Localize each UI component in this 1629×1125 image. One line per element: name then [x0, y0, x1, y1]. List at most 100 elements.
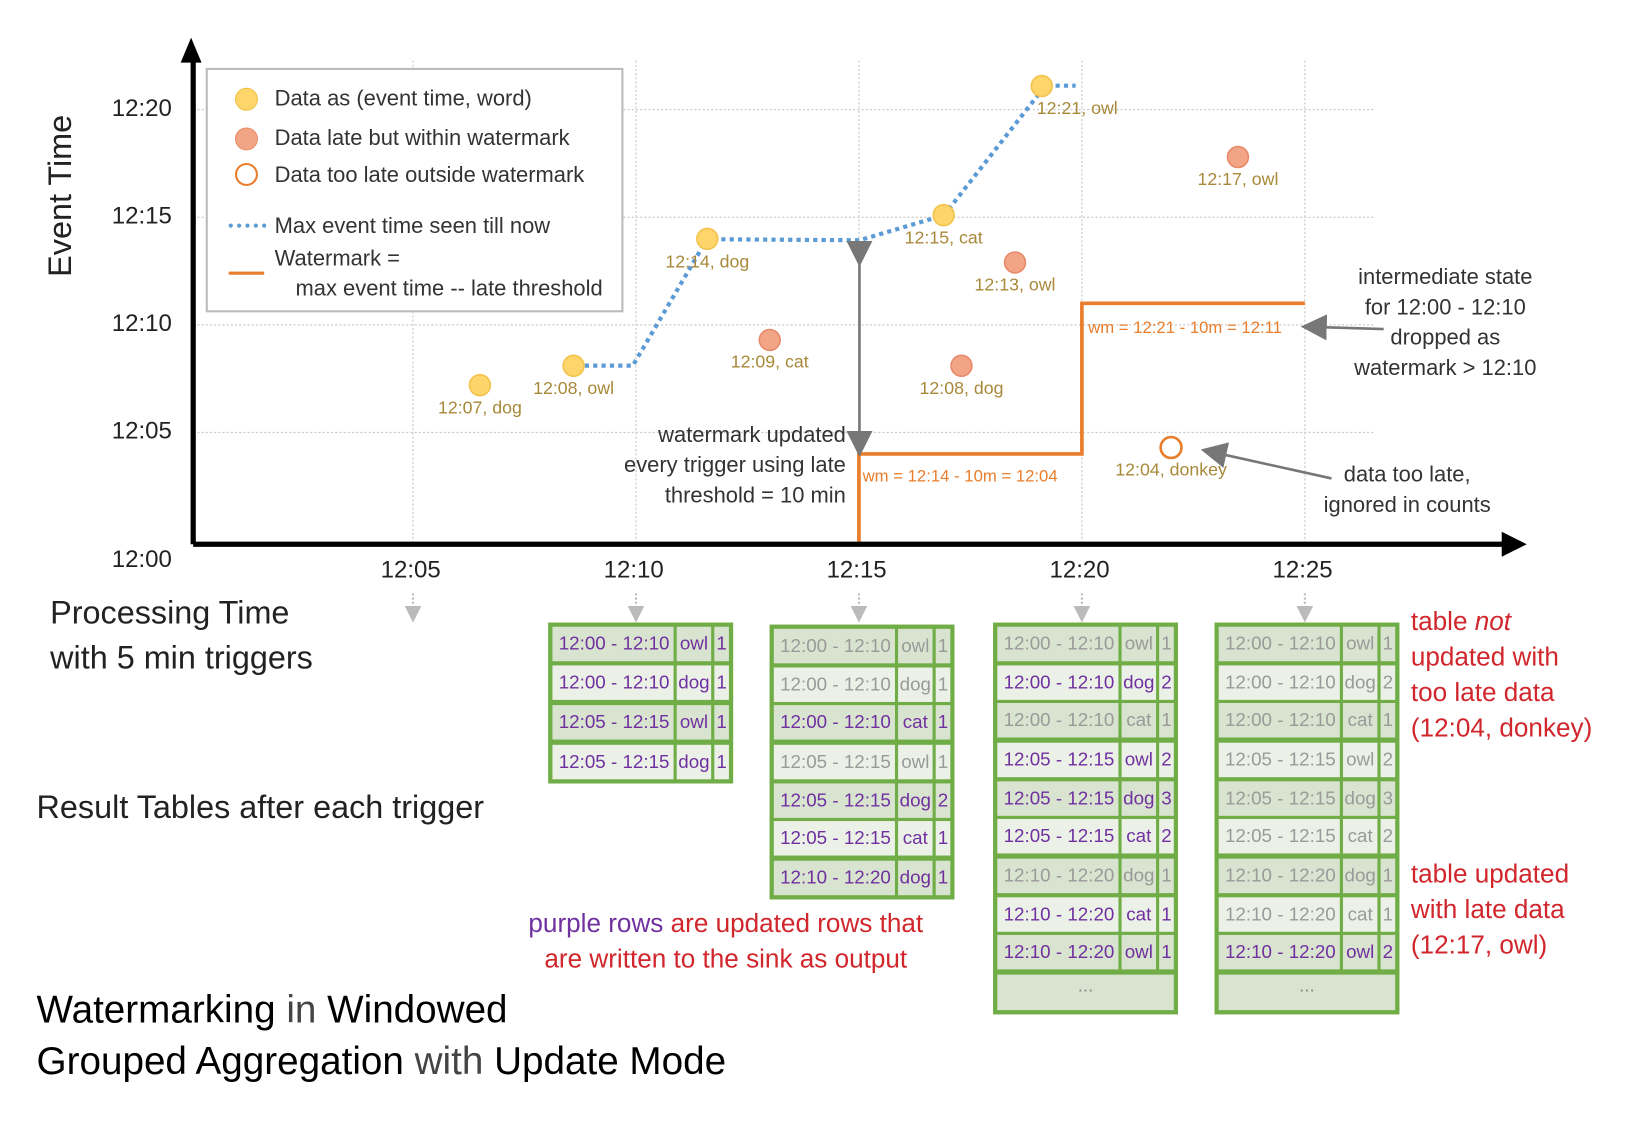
note-line: intermediate state	[1358, 265, 1533, 290]
table-row: 12:00 - 12:10 cat 1	[1218, 703, 1396, 738]
legend-watermark-formula: max event time -- late threshold	[295, 276, 603, 301]
word-cell: cat	[898, 705, 933, 740]
data-point-label: 12:13, owl	[974, 274, 1056, 295]
note-text: (12:17, owl)	[1410, 930, 1548, 960]
y-tick-label: 12:00	[111, 545, 172, 573]
word-cell: dog	[1342, 780, 1378, 816]
on_time-data-point	[1030, 74, 1053, 98]
window-cell: 12:00 - 12:10	[997, 703, 1119, 738]
x-tick-label: 12:10	[603, 555, 664, 583]
window-cell: 12:10 - 12:20	[997, 896, 1119, 932]
too-late-note: data too late, ignored in counts	[1305, 460, 1509, 521]
count-cell: 1	[1380, 858, 1396, 894]
note-emphasis: not	[1474, 606, 1512, 637]
y-tick-label: 12:20	[111, 94, 172, 122]
word-cell: owl	[1342, 934, 1378, 970]
updated-table-row: 12:10 - 12:20 cat 1	[997, 896, 1174, 932]
table-row: 12:05 - 12:15 cat 2	[1218, 818, 1396, 854]
count-cell: 3	[1159, 780, 1174, 816]
table-row: 12:10 - 12:20 dog 1	[997, 858, 1174, 894]
table-row: 12:10 - 12:20 cat 1	[1218, 896, 1396, 932]
x-label-line: with 5 min triggers	[50, 639, 313, 676]
note-line: dropped as	[1390, 325, 1501, 350]
updated-table-row: 12:05 - 12:15 cat 1	[773, 821, 951, 856]
word-cell: cat	[1121, 703, 1157, 738]
title-part: Watermarking	[36, 988, 276, 1032]
note-text: updated with	[1410, 642, 1559, 672]
title-part: Update Mode	[494, 1039, 727, 1083]
updated-table-row: 12:05 - 12:15 dog 2	[773, 782, 951, 818]
not-updated-note: table not updated with too late data (12…	[1411, 604, 1592, 746]
table-row: 12:00 - 12:10 owl 1	[997, 626, 1174, 662]
data-point-label: 12:07, dog	[437, 397, 522, 418]
on_time-data-point	[562, 354, 585, 377]
title-part: with	[403, 1039, 495, 1083]
note-line: watermark > 12:10	[1354, 356, 1537, 381]
table-row: 12:10 - 12:20 dog 1	[1218, 858, 1396, 894]
table-row: 12:00 - 12:10 owl 1	[1218, 626, 1396, 662]
note-line: for 12:00 - 12:10	[1364, 295, 1526, 320]
count-cell: 1	[714, 664, 729, 700]
word-cell: dog	[1121, 780, 1157, 816]
legend-on-time: Data as (event time, word)	[274, 86, 532, 111]
note-text: are updated rows that	[663, 908, 924, 939]
updated-table-row: 12:05 - 12:15 cat 2	[997, 818, 1174, 854]
window-cell: 12:05 - 12:15	[773, 782, 895, 818]
count-cell: 1	[714, 704, 729, 740]
watermark-label-1: wm = 12:14 - 10m = 12:04	[862, 467, 1058, 486]
updated-table-row: 12:05 - 12:15 dog 3	[997, 780, 1174, 816]
word-cell: cat	[1342, 896, 1378, 932]
max-event-time-line	[584, 83, 1076, 368]
word-cell: dog	[898, 666, 933, 702]
more-rows-indicator: ...	[1218, 974, 1396, 1011]
window-cell: 12:00 - 12:10	[1218, 703, 1340, 738]
x-tick-label: 12:20	[1049, 555, 1110, 583]
count-cell: 2	[1380, 742, 1396, 778]
note-line: threshold = 10 min	[664, 483, 846, 508]
note-text: are written to the sink as output	[544, 944, 908, 974]
window-cell: 12:00 - 12:10	[773, 628, 895, 664]
table-row: 12:00 - 12:10 cat 1	[997, 703, 1174, 738]
table-row: 12:00 - 12:10 dog 2	[1218, 664, 1396, 700]
purple-rows-text: purple rows	[528, 908, 664, 939]
count-cell: 2	[1159, 818, 1174, 854]
result-table-1215: 12:00 - 12:10 owl 1 12:00 - 12:10 dog 1 12:00 …	[769, 624, 955, 900]
window-cell: 12:10 - 12:20	[1218, 934, 1340, 970]
count-cell: 2	[1159, 742, 1174, 778]
data-point-label: 12:08, owl	[533, 378, 615, 399]
legend-watermark: Watermark =	[274, 246, 400, 271]
page-title: Watermarking in Windowed Grouped Aggrega…	[37, 984, 727, 1086]
late-dot-icon	[234, 127, 258, 151]
note-line: every trigger using late	[624, 453, 846, 478]
updated-late-note: table updated with late data (12:17, owl…	[1411, 857, 1569, 964]
window-cell: 12:05 - 12:15	[1218, 818, 1340, 854]
window-cell: 12:05 - 12:15	[552, 744, 674, 779]
note-line: data too late,	[1343, 462, 1471, 487]
word-cell: dog	[1121, 664, 1157, 700]
window-cell: 12:00 - 12:10	[552, 664, 674, 700]
purple-rows-note: purple rows are updated rows that are wr…	[491, 906, 961, 977]
word-cell: cat	[1342, 703, 1378, 738]
data-point-label: 12:08, dog	[919, 378, 1004, 399]
count-cell: 1	[935, 860, 951, 896]
late-data-point	[950, 354, 973, 377]
word-cell: owl	[676, 704, 712, 740]
count-cell: 1	[714, 744, 729, 779]
updated-table-row: 12:00 - 12:10 cat 1	[773, 705, 951, 740]
window-cell: 12:05 - 12:15	[773, 744, 895, 780]
count-cell: 1	[1159, 896, 1174, 932]
word-cell: dog	[1342, 664, 1378, 700]
count-cell: 2	[935, 782, 951, 818]
count-cell: 1	[1159, 934, 1174, 970]
count-cell: 1	[1380, 626, 1396, 662]
updated-table-row: 12:05 - 12:15 owl 2	[997, 742, 1174, 778]
updated-table-row: 12:05 - 12:15 owl 1	[552, 704, 729, 740]
word-cell: owl	[1342, 626, 1378, 662]
count-cell: 2	[1380, 934, 1396, 970]
updated-table-row: 12:10 - 12:20 owl 2	[1218, 934, 1396, 970]
watermark-updated-note: watermark updated every trigger using la…	[595, 420, 846, 511]
window-cell: 12:00 - 12:10	[1218, 664, 1340, 700]
result-table-1225: 12:00 - 12:10 owl 1 12:00 - 12:10 dog 2 12:00 …	[1214, 622, 1400, 1015]
window-cell: 12:05 - 12:15	[997, 780, 1119, 816]
